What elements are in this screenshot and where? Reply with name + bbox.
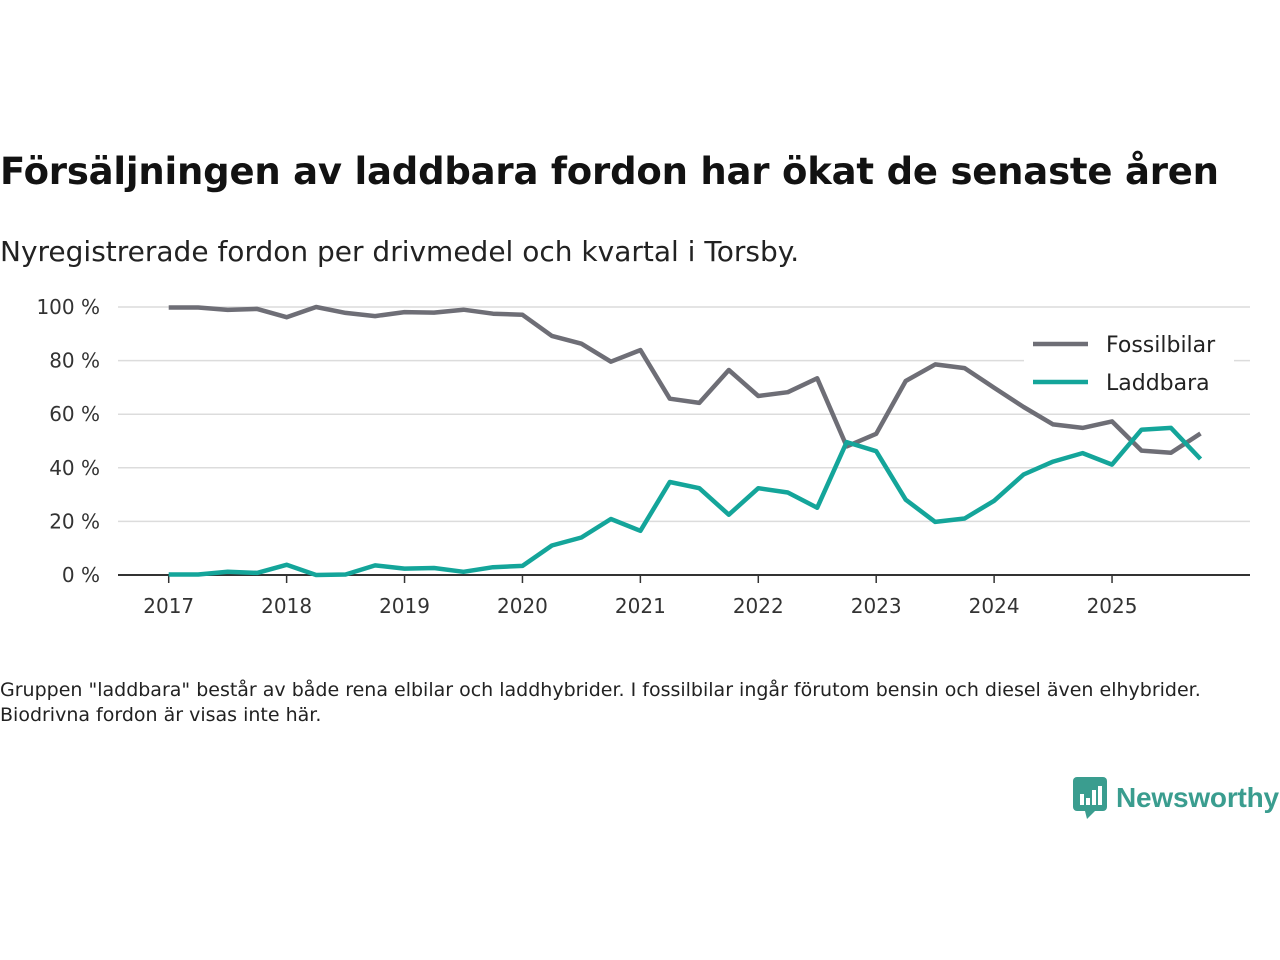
x-tick-label: 2025 (1087, 594, 1138, 618)
legend-label-fossilbilar: Fossilbilar (1106, 333, 1216, 358)
legend-label-laddbara: Laddbara (1106, 371, 1210, 396)
x-tick-label: 2024 (969, 594, 1020, 618)
brand-name: Newsworthy (1116, 782, 1279, 813)
x-tick-label: 2022 (733, 594, 784, 618)
y-tick-label: 80 % (49, 349, 100, 373)
footnote: Gruppen "laddbara" består av både rena e… (0, 679, 1201, 726)
y-tick-label: 0 % (62, 563, 100, 587)
x-tick-label: 2017 (143, 594, 194, 618)
chart-subtitle: Nyregistrerade fordon per drivmedel och … (0, 235, 800, 268)
x-tick-label: 2018 (261, 594, 312, 618)
newsworthy-brand[interactable]: Newsworthy (1073, 776, 1279, 820)
x-tick-label: 2021 (615, 594, 666, 618)
x-tick-label: 2023 (851, 594, 902, 618)
y-tick-label: 100 % (36, 295, 100, 319)
y-tick-label: 20 % (49, 509, 100, 533)
y-tick-label: 40 % (49, 456, 100, 480)
y-tick-label: 60 % (49, 402, 100, 426)
series-line-laddbara (168, 425, 1203, 578)
newsworthy-logo-icon (1073, 777, 1107, 819)
x-tick-label: 2020 (497, 594, 548, 618)
chart-title: Försäljningen av laddbara fordon har öka… (0, 150, 1219, 193)
x-tick-label: 2019 (379, 594, 430, 618)
line-chart: 0 % 20 % 40 % 60 % 80 % 100 % 2017 2018 2019 2020… (36, 295, 1250, 618)
legend-background (1024, 324, 1234, 404)
series-line-fossilbilar (168, 304, 1202, 456)
